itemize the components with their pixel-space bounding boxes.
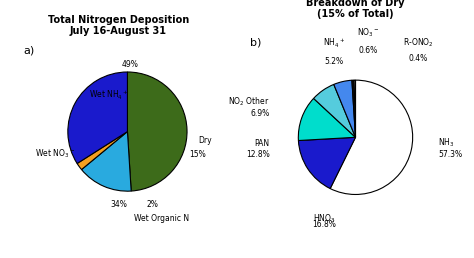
Wedge shape (299, 137, 356, 189)
Wedge shape (330, 80, 413, 195)
Text: Wet NO$_3$$^-$: Wet NO$_3$$^-$ (35, 148, 75, 160)
Text: Wet NH$_4$$^+$: Wet NH$_4$$^+$ (89, 89, 128, 102)
Text: NO$_3$$^-$: NO$_3$$^-$ (357, 27, 379, 39)
Text: 57.3%: 57.3% (438, 150, 463, 159)
Wedge shape (334, 80, 356, 137)
Wedge shape (314, 84, 356, 137)
Text: NO$_2$ Other: NO$_2$ Other (228, 96, 270, 108)
Text: 0.4%: 0.4% (409, 54, 428, 63)
Text: 49%: 49% (122, 60, 139, 69)
Wedge shape (128, 72, 187, 191)
Wedge shape (82, 132, 131, 191)
Wedge shape (354, 80, 356, 137)
Text: 2%: 2% (146, 200, 158, 209)
Text: b): b) (250, 37, 261, 47)
Text: 34%: 34% (110, 200, 127, 209)
Text: 0.6%: 0.6% (358, 46, 378, 55)
Text: R-ONO$_2$: R-ONO$_2$ (403, 36, 434, 49)
Text: NH$_4$$^+$: NH$_4$$^+$ (323, 37, 345, 50)
Title: Breakdown of Dry
(15% of Total): Breakdown of Dry (15% of Total) (306, 0, 405, 19)
Wedge shape (68, 72, 128, 164)
Text: HNO$_3$: HNO$_3$ (313, 213, 335, 225)
Text: PAN: PAN (255, 139, 270, 148)
Text: 12.8%: 12.8% (246, 150, 270, 159)
Text: 5.2%: 5.2% (324, 57, 343, 66)
Text: 6.9%: 6.9% (250, 109, 270, 118)
Wedge shape (298, 98, 356, 141)
Text: 15%: 15% (190, 150, 206, 159)
Text: Dry: Dry (198, 136, 211, 145)
Wedge shape (352, 80, 356, 137)
Text: a): a) (23, 45, 35, 55)
Text: Wet Organic N: Wet Organic N (135, 214, 190, 223)
Text: 16.8%: 16.8% (312, 220, 336, 229)
Wedge shape (77, 132, 128, 170)
Text: NH$_3$: NH$_3$ (438, 137, 455, 149)
Title: Total Nitrogen Deposition
July 16-August 31: Total Nitrogen Deposition July 16-August… (48, 15, 189, 36)
